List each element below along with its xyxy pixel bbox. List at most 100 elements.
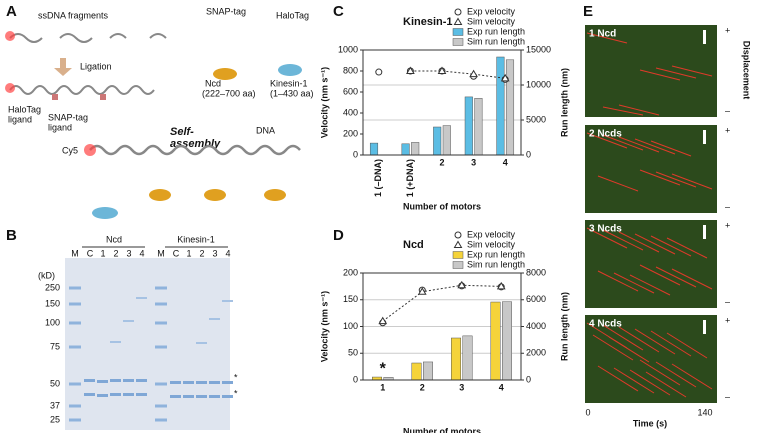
unit: (kD) [38,270,55,280]
bar [496,56,505,156]
annotation: * [380,360,387,377]
y-tick-label: 0 [353,149,358,159]
x-tick-label: 2 [439,157,444,167]
charts: CKinesin-1020040060080010000500010000150… [319,3,569,433]
marker-label: 250 [45,282,60,292]
run-trace [650,330,692,357]
x-axis-title: Number of motors [403,201,481,211]
bar [505,59,515,156]
lane-label: 2 [199,248,204,258]
run-trace [602,229,644,251]
run-trace [629,369,671,396]
label: Ncd [205,78,221,88]
x-tick-label: 3 [459,382,464,392]
y-tick-label: 400 [343,107,358,117]
panel-letter: A [6,3,17,20]
label: DNA [256,125,275,135]
band [136,393,147,396]
run-trace [597,270,639,292]
marker-label: 150 [45,298,60,308]
legend-swatch [453,240,463,248]
legend-label: Sim run length [467,36,525,46]
kymograph [585,315,717,403]
run-trace [618,136,660,153]
kinesin-motor [278,64,302,76]
arrow [54,58,72,76]
run-trace [655,266,697,288]
band [84,379,95,382]
run-trace [613,367,655,394]
run-trace [639,69,681,81]
band [222,300,233,302]
kymograph-label: 3 Ncds [589,224,622,235]
band [196,381,207,384]
scale-bar [703,130,706,144]
lane-label: M [157,248,165,258]
run-trace [655,171,697,188]
label: SNAP-tag [206,6,246,16]
legend-swatch [454,8,462,16]
band [209,381,220,384]
y2-tick-label: 2000 [526,348,546,358]
x-tick-label: 3 [471,157,476,167]
panel-letter: D [333,227,344,244]
cy5 [5,31,15,41]
run-trace [634,328,676,355]
kymographs: 1 Ncd + – 2 Ncds + – 3 Ncds + – 4 Ncds + – [585,25,730,403]
band [110,393,121,396]
band [196,342,207,344]
motor [92,207,118,219]
run-trace [639,359,681,386]
panel-letter: B [6,227,17,244]
y2-tick-label: 15000 [526,44,551,54]
legend-label: Sim velocity [467,239,516,249]
y-tick-label: 0 [353,374,358,384]
velocity-point [375,68,383,76]
ligand [52,94,58,100]
group-label: Kinesin-1 [177,234,215,244]
x-tick-label: 1 (–DNA) [373,159,383,197]
run-trace [602,134,644,151]
band [209,395,220,398]
band [69,345,81,349]
band [170,395,181,398]
x-tick-label: 4 [503,157,508,167]
lane-label: 2 [113,248,118,258]
velocity-line [382,284,502,322]
lane-label: 4 [139,248,144,258]
legend-label: Exp run length [467,26,525,36]
legend-swatch [452,38,464,46]
kymograph-label: 2 Ncds [589,129,622,140]
lane-label: M [71,248,79,258]
lane-label: 3 [126,248,131,258]
marker-label: 100 [45,317,60,327]
bar [433,126,442,156]
run-trace [618,231,660,253]
marker-label: 25 [50,414,60,424]
y-tick-label: 150 [343,294,358,304]
run-trace [602,324,644,351]
velocity-point [378,316,388,325]
y-tick-label: 200 [343,128,358,138]
band [136,379,147,382]
label: (1–430 aa) [270,88,314,98]
run-trace [613,272,655,294]
label: ligand [8,114,32,124]
run-trace [597,365,639,392]
velocity-point [437,66,447,74]
run-trace [602,106,644,116]
band [222,381,233,384]
band [155,286,167,290]
bar [423,361,433,381]
label: (222–700 aa) [202,88,256,98]
y-tick-label: 50 [348,348,358,358]
bar [474,98,483,156]
band [196,395,207,398]
run-trace [597,175,639,192]
bar [490,301,501,381]
band [183,395,194,398]
chart-title: Kinesin-1 [403,16,453,28]
plus: + [725,315,730,325]
